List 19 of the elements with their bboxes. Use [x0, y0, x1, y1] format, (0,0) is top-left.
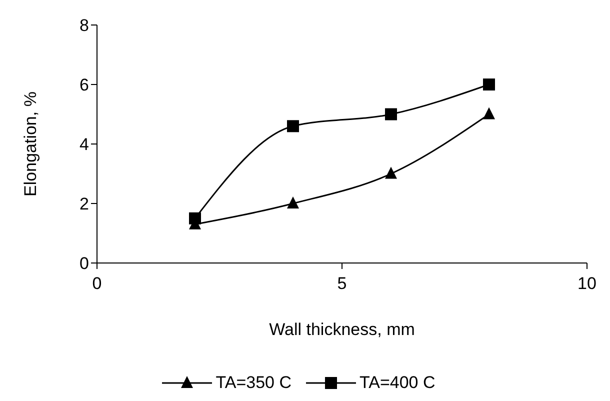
legend-label: TA=400 C: [360, 373, 436, 393]
point: [385, 166, 397, 179]
y-tick-label: 0: [80, 254, 89, 274]
point: [287, 120, 299, 132]
x-tick-label: 10: [578, 274, 596, 294]
point: [483, 78, 495, 90]
y-tick-label: 4: [80, 135, 89, 154]
x-tick-label: 5: [337, 274, 347, 294]
y-tick-label: 6: [80, 76, 89, 95]
point: [189, 212, 201, 224]
x-tick-label: 0: [92, 274, 102, 294]
x-axis-title: Wall thickness, mm: [269, 320, 415, 340]
legend-label: TA=350 C: [216, 373, 292, 393]
y-tick-label: 8: [80, 16, 89, 36]
y-tick-label: 2: [80, 194, 89, 214]
point: [385, 108, 397, 120]
point: [483, 107, 495, 120]
point: [287, 196, 299, 208]
y-axis-title: Elongation, %: [21, 92, 40, 196]
